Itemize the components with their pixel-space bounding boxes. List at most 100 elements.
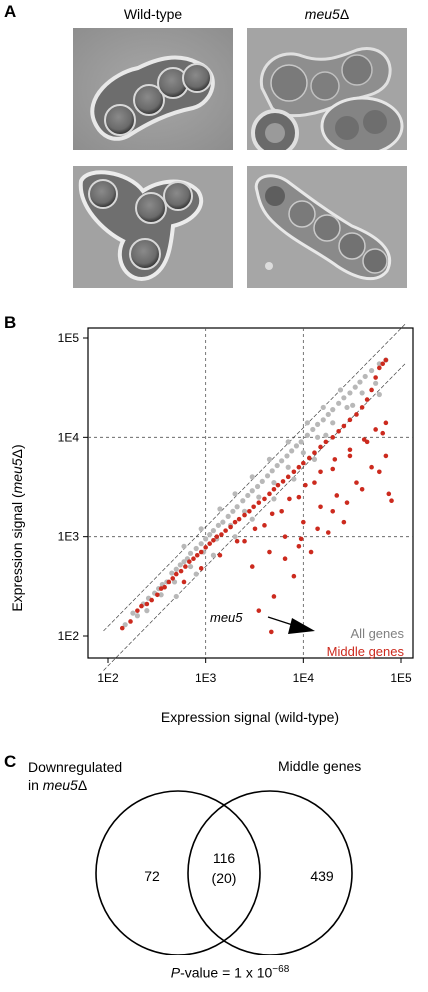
point-all-genes [311, 456, 318, 462]
point-middle-genes [308, 549, 314, 555]
point-all-genes [337, 387, 344, 393]
y-axis-label: Expression signal (meu5Δ) [9, 433, 25, 623]
venn-overlap-sub: (20) [212, 870, 237, 886]
point-all-genes [173, 593, 179, 600]
point-all-genes [256, 494, 262, 500]
meu5-title-gene: meu5 [304, 6, 340, 22]
venn-right-label: Middle genes [278, 758, 362, 774]
point-middle-genes [236, 516, 242, 522]
point-middle-genes [251, 504, 256, 510]
point-all-genes [193, 571, 199, 577]
point-middle-genes [170, 576, 176, 581]
point-middle-genes [347, 453, 353, 459]
panel-b-letter: B [4, 313, 17, 332]
meu5-title-delta: Δ [339, 6, 350, 22]
point-middle-genes [271, 486, 277, 492]
point-all-genes [232, 534, 238, 540]
point-all-genes [298, 439, 304, 445]
point-middle-genes [380, 361, 386, 367]
point-all-genes [249, 474, 255, 480]
point-middle-genes [341, 423, 347, 429]
point-middle-genes [301, 460, 306, 466]
point-all-genes [279, 458, 285, 464]
point-all-genes [225, 513, 231, 519]
point-middle-genes [144, 601, 150, 607]
point-all-genes [289, 448, 295, 454]
point-middle-genes [198, 566, 204, 571]
point-all-genes [368, 367, 375, 374]
point-middle-genes [318, 469, 323, 475]
x-tick-label: 1E5 [390, 671, 412, 685]
point-all-genes [300, 450, 306, 456]
point-all-genes [245, 492, 251, 499]
point-middle-genes [242, 512, 247, 518]
point-middle-genes [267, 491, 272, 497]
venn-overlap-count: 116 [213, 850, 236, 866]
point-middle-genes [279, 509, 284, 514]
x-axis-label: Expression signal (wild-type) [161, 709, 339, 725]
point-all-genes [344, 404, 350, 411]
point-middle-genes [223, 528, 228, 533]
point-middle-genes [354, 480, 359, 485]
point-all-genes [122, 622, 128, 628]
point-middle-genes [217, 552, 223, 558]
point-middle-genes [173, 571, 179, 577]
venn-left-label-pre: in [28, 777, 43, 793]
point-middle-genes [187, 559, 192, 564]
point-middle-genes [191, 556, 196, 562]
point-middle-genes [318, 444, 323, 450]
venn-left-count: 72 [144, 868, 160, 884]
point-middle-genes [377, 365, 382, 371]
micrograph-wildtype-1 [73, 28, 233, 150]
point-middle-genes [383, 357, 389, 363]
point-middle-genes [203, 545, 208, 550]
point-middle-genes [383, 420, 389, 426]
point-all-genes [350, 402, 356, 408]
point-all-genes [341, 395, 347, 401]
point-all-genes [241, 508, 248, 514]
point-middle-genes [256, 608, 262, 613]
y-axis-label-gene: meu5 [9, 458, 25, 494]
point-middle-genes [318, 504, 323, 510]
point-middle-genes [369, 387, 374, 393]
point-middle-genes [291, 573, 297, 579]
legend-all-genes: All genes [351, 626, 405, 641]
point-middle-genes [373, 427, 378, 432]
point-middle-genes [341, 519, 347, 525]
point-all-genes [177, 562, 183, 568]
point-middle-genes [285, 474, 291, 480]
point-middle-genes [158, 586, 164, 591]
point-all-genes [357, 379, 363, 385]
y-tick-label: 1E5 [58, 331, 80, 345]
point-all-genes [210, 552, 217, 558]
point-middle-genes [325, 530, 331, 535]
point-all-genes [249, 488, 255, 494]
point-all-genes [293, 443, 300, 449]
point-middle-genes [334, 493, 340, 498]
point-middle-genes [373, 375, 378, 380]
point-all-genes [210, 528, 217, 534]
meu5-annotation: meu5 [210, 610, 243, 625]
point-middle-genes [280, 479, 286, 484]
point-middle-genes [296, 543, 302, 549]
point-all-genes [130, 610, 136, 616]
point-middle-genes [194, 552, 200, 558]
point-all-genes [181, 559, 187, 565]
point-middle-genes [211, 537, 216, 543]
point-all-genes [266, 456, 273, 462]
point-all-genes [304, 432, 310, 438]
point-all-genes [169, 570, 175, 576]
point-all-genes [217, 506, 223, 512]
venn-circle-left [95, 790, 261, 955]
point-all-genes [158, 592, 164, 598]
point-middle-genes [262, 523, 267, 528]
point-middle-genes [291, 469, 297, 475]
point-middle-genes [347, 417, 353, 423]
y-tick-label: 1E4 [58, 430, 80, 444]
meu5-title: meu5Δ [247, 6, 407, 22]
p-value-exponent: −68 [272, 964, 290, 975]
point-middle-genes [207, 541, 213, 546]
p-value: P-value = 1 x 10−68 [140, 964, 320, 981]
point-all-genes [171, 579, 178, 585]
